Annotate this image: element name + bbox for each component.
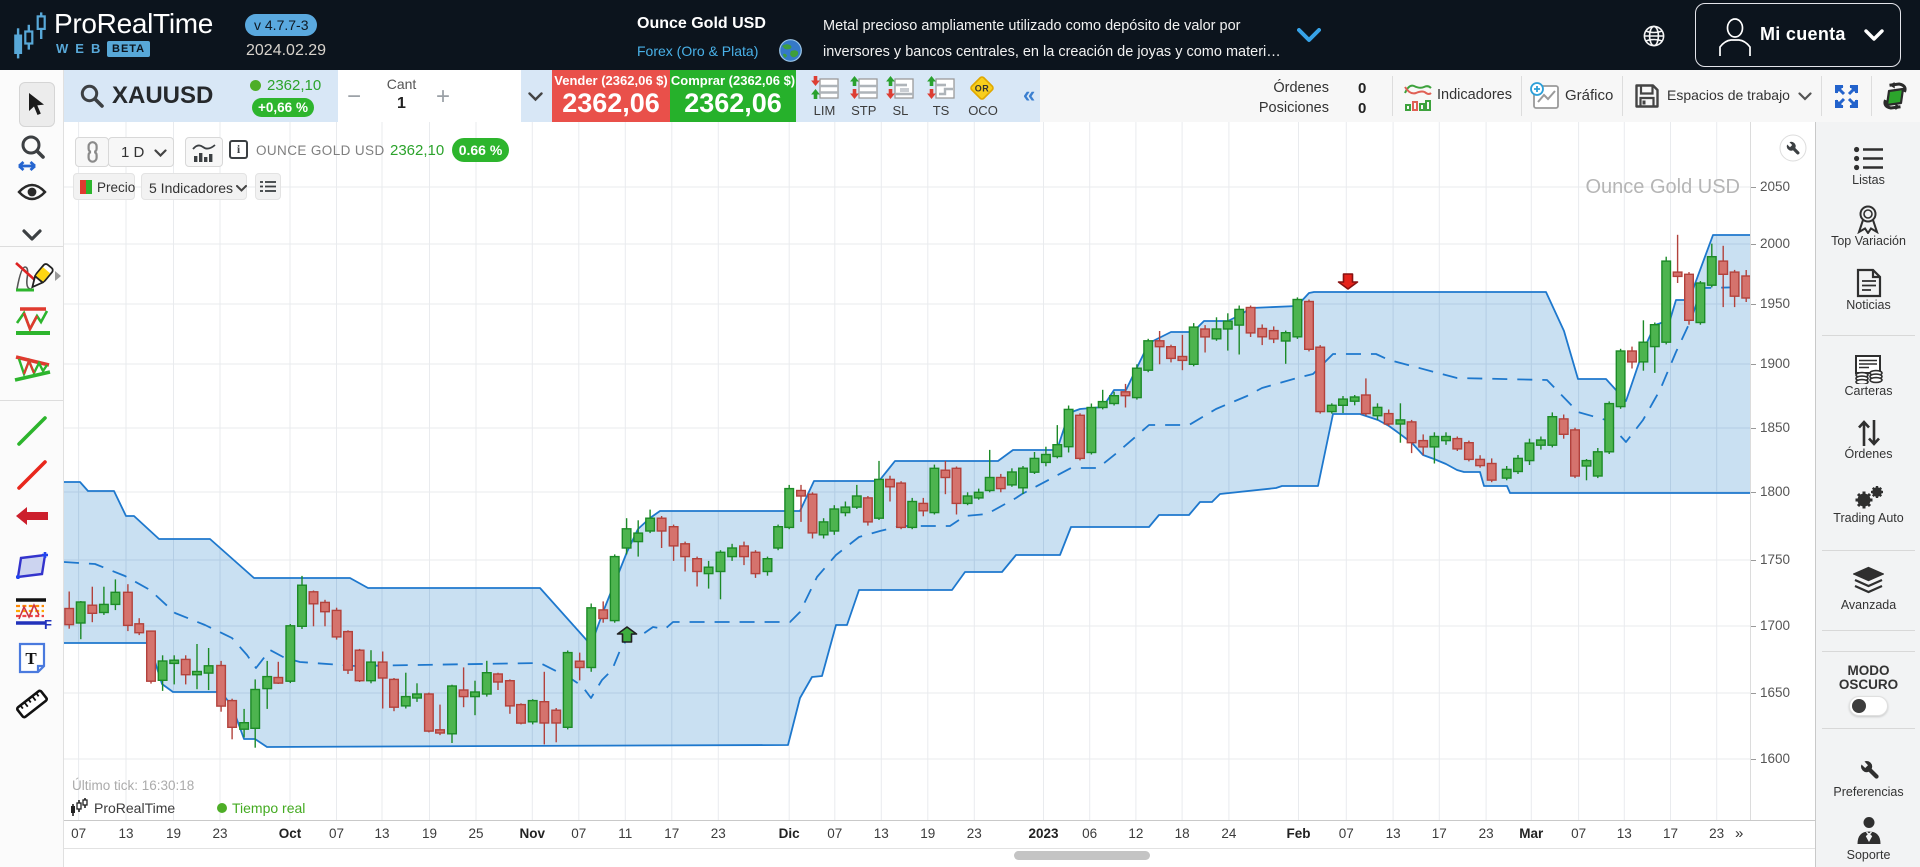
svg-text:T: T — [25, 649, 37, 668]
svg-text:OR: OR — [975, 84, 990, 94]
svg-text:F: F — [44, 617, 52, 629]
